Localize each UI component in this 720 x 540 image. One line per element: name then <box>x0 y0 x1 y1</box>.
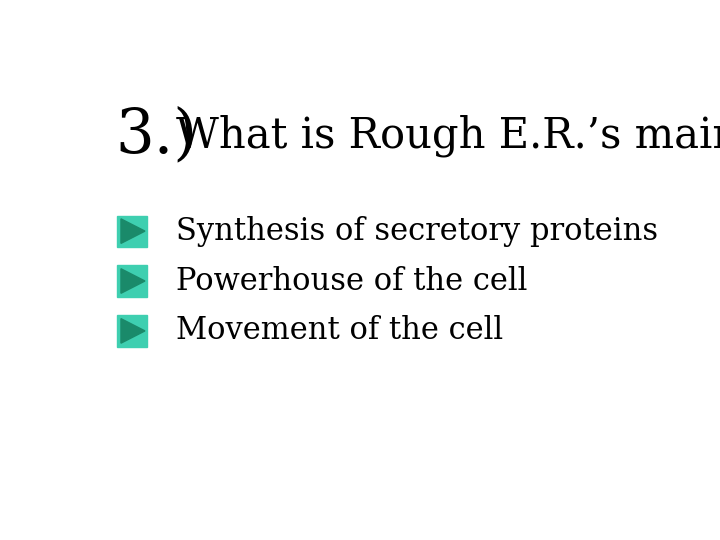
Text: Powerhouse of the cell: Powerhouse of the cell <box>176 266 528 296</box>
Text: Movement of the cell: Movement of the cell <box>176 315 503 347</box>
Polygon shape <box>121 219 145 244</box>
Polygon shape <box>121 269 145 293</box>
Text: Synthesis of secretory proteins: Synthesis of secretory proteins <box>176 215 659 247</box>
Bar <box>117 266 147 296</box>
Text: 3.): 3.) <box>115 105 197 165</box>
Polygon shape <box>121 319 145 343</box>
Bar <box>117 215 147 247</box>
Bar <box>117 315 147 347</box>
Text: What is Rough E.R.’s main function?: What is Rough E.R.’s main function? <box>176 114 720 157</box>
